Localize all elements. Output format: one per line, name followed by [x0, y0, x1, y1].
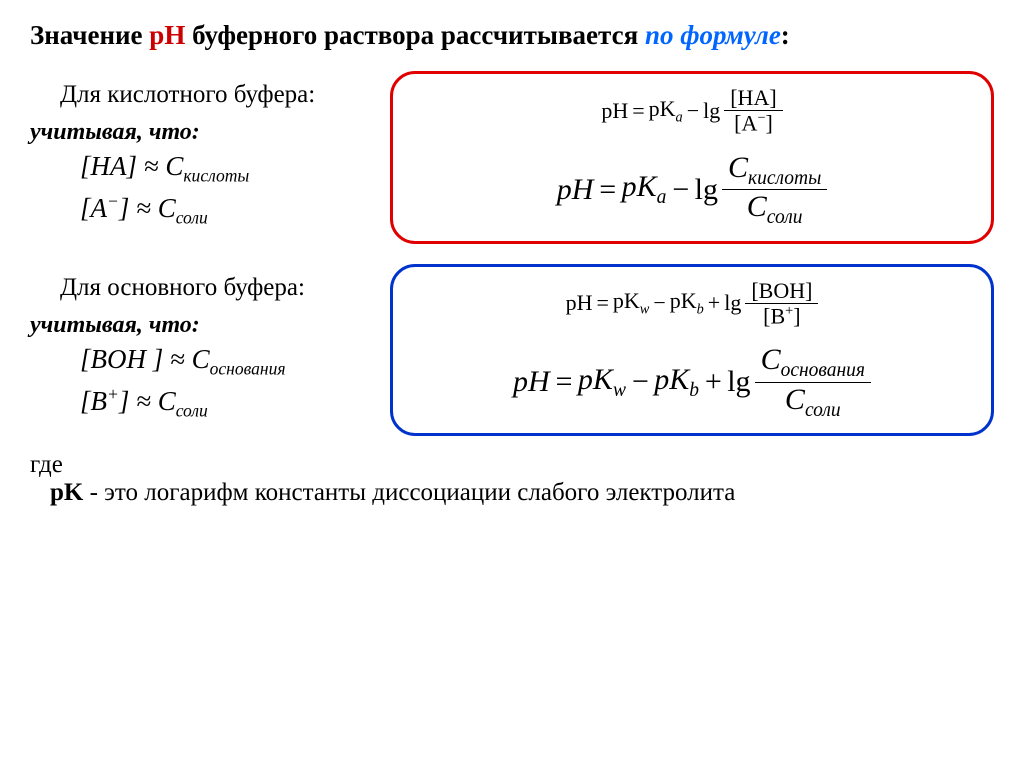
eq1-den: [A−] [728, 111, 779, 136]
acid-eq2: pH = pKa − lg Cкислоты Cсоли [413, 151, 971, 229]
a-bracket-close: ] [119, 193, 130, 223]
eq1-frac: [HA] [A−] [724, 86, 782, 136]
approx-sym-3: ≈ [170, 344, 185, 374]
beq2-pkb: pKb [654, 363, 699, 402]
approx-sym-4: ≈ [136, 386, 151, 416]
beq2-minus: − [630, 365, 650, 399]
pk-definition: pK - это логарифм константы диссоциации … [30, 479, 994, 507]
a-minus: − [107, 191, 119, 211]
eq2-pka: pKa [622, 170, 667, 209]
b-bracket-open: [B [80, 386, 107, 416]
base-approx-2: [B+] ≈ Cсоли [80, 384, 360, 421]
acid-label: Для кислотного буфера: [60, 81, 360, 109]
beq1-den: [B+] [757, 304, 806, 329]
acid-row: Для кислотного буфера: учитывая, что: [H… [30, 71, 994, 244]
boh-bracket: [BOH ] [80, 344, 163, 374]
acid-left: Для кислотного буфера: учитывая, что: [H… [30, 71, 360, 234]
ha-bracket: [HA] [80, 151, 137, 181]
base-left: Для основного буфера: учитывая, что: [BO… [30, 264, 360, 427]
title-pre: Значение [30, 20, 149, 50]
base-formula-box: pH = pKw − pKb + lg [BOH] [B+] pH = pKw … [390, 264, 994, 437]
eq2-eq: = [597, 173, 617, 207]
acid-approx-1: [HA] ≈ Cкислоты [80, 151, 360, 186]
beq1-minus: − [653, 290, 665, 316]
beq1-lhs: pH [566, 290, 593, 316]
c-acid: C [165, 151, 183, 181]
eq2-num: Cкислоты [722, 151, 827, 190]
title-mid: буферного раствора рассчитывается [185, 20, 645, 50]
beq2-eq: = [554, 365, 574, 399]
c-base: C [192, 344, 210, 374]
a-bracket-open: [A [80, 193, 107, 223]
beq2-pkw: pKw [578, 363, 626, 402]
eq2-minus: − [670, 173, 690, 207]
acid-eq1: pH = pKa − lg [HA] [A−] [413, 86, 971, 136]
beq1-plus: + [708, 290, 720, 316]
title-end: : [781, 20, 790, 50]
b-bracket-close: ] [119, 386, 130, 416]
eq2-lhs: pH [557, 173, 594, 207]
c-salt-2: C [158, 386, 176, 416]
eq1-lhs: pH [601, 98, 628, 124]
base-eq1: pH = pKw − pKb + lg [BOH] [B+] [413, 279, 971, 329]
c-acid-sub: кислоты [183, 165, 249, 185]
approx-sym-2: ≈ [136, 193, 151, 223]
eq2-lg: lg [695, 173, 718, 207]
where-label: где [30, 451, 994, 479]
beq1-pkb: pKb [670, 288, 704, 318]
c-base-sub: основания [210, 358, 286, 378]
acid-approx-2: [A−] ≈ Cсоли [80, 191, 360, 228]
c-salt-sub: соли [176, 208, 208, 228]
beq1-lg: lg [724, 290, 741, 316]
eq2-den: Cсоли [741, 190, 809, 228]
title-ph: рН [149, 20, 185, 50]
approx-sym: ≈ [144, 151, 159, 181]
beq1-num: [BOH] [745, 279, 818, 304]
eq2-frac: Cкислоты Cсоли [722, 151, 827, 229]
beq2-den: Cсоли [779, 383, 847, 421]
eq1-num: [HA] [724, 86, 782, 111]
title-formula: по формуле [645, 20, 781, 50]
eq1-lg: lg [703, 98, 720, 124]
pk-def-text: - это логарифм константы диссоциации сла… [83, 479, 735, 506]
eq1-minus: − [687, 98, 699, 124]
b-plus: + [107, 384, 119, 404]
beq2-frac: Cоснования Cсоли [755, 343, 871, 421]
eq1-eq: = [632, 98, 644, 124]
c-salt-2-sub: соли [176, 400, 208, 420]
base-eq2: pH = pKw − pKb + lg Cоснования Cсоли [413, 343, 971, 421]
eq1-pka: pKa [649, 96, 683, 126]
beq2-lg: lg [727, 365, 750, 399]
beq2-plus: + [703, 365, 723, 399]
base-label: Для основного буфера: [60, 274, 360, 302]
beq1-frac: [BOH] [B+] [745, 279, 818, 329]
base-row: Для основного буфера: учитывая, что: [BO… [30, 264, 994, 437]
base-approx-1: [BOH ] ≈ Cоснования [80, 344, 360, 379]
pk-symbol: pK [50, 479, 83, 506]
acid-considering: учитывая, что: [30, 119, 360, 146]
beq2-lhs: pH [513, 365, 550, 399]
base-considering: учитывая, что: [30, 312, 360, 339]
beq2-num: Cоснования [755, 343, 871, 382]
c-salt: C [158, 193, 176, 223]
page-title: Значение рН буферного раствора рассчитыв… [30, 20, 994, 51]
beq1-pkw: pKw [613, 288, 649, 318]
footer: где pK - это логарифм константы диссоциа… [30, 451, 994, 507]
beq1-eq: = [596, 290, 608, 316]
acid-formula-box: pH = pKa − lg [HA] [A−] pH = pKa − lg Cк… [390, 71, 994, 244]
